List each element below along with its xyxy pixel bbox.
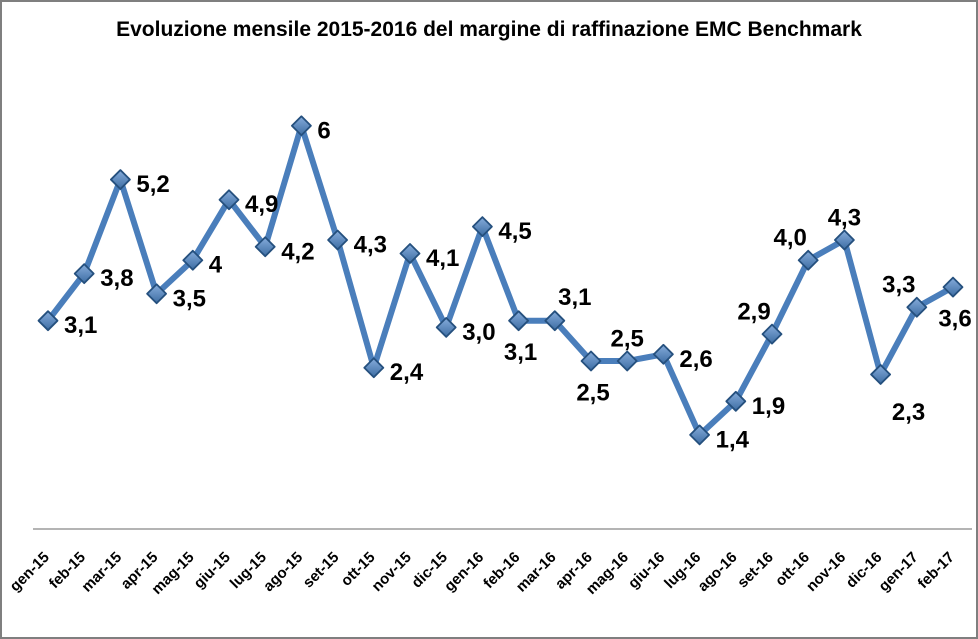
data-point-marker [327,229,348,251]
data-point-label: 6 [317,117,330,144]
data-point-marker [689,424,710,446]
data-point-marker [182,249,204,271]
data-point-marker [544,310,566,332]
data-point-label: 4,5 [498,218,531,245]
x-axis-tick-label: ago-15 [260,549,306,595]
data-point-marker [906,296,928,318]
data-point-label: 4,1 [426,245,459,272]
x-axis-tick-label: mar-15 [78,549,125,596]
data-point-label: 1,9 [752,393,785,420]
data-point-label: 4 [209,252,223,279]
data-point-label: 3,1 [64,312,97,339]
data-point-label: 5,2 [136,171,169,198]
data-point-marker [399,243,421,264]
data-point-marker [942,276,964,298]
data-point-label: 4,3 [354,232,387,259]
data-point-label: 4,2 [281,238,314,265]
data-point-marker [110,169,131,190]
data-point-label: 2,9 [737,299,770,326]
data-point-label: 2,6 [679,346,712,373]
x-axis-tick-label: mar-16 [513,549,560,596]
data-point-label: 2,3 [892,399,925,426]
x-axis-tick-label: gen-17 [875,549,921,595]
x-axis-tick-label: gen-16 [441,549,487,595]
data-point-marker [870,364,891,385]
data-point-label: 4,0 [774,225,807,252]
data-point-marker [725,390,747,412]
chart-title: Evoluzione mensile 2015-2016 del margine… [116,18,862,41]
data-point-marker [435,317,457,338]
x-axis-tick-label: giu-16 [625,549,668,592]
data-point-marker [146,283,167,305]
data-point-marker [653,343,674,365]
data-point-marker [291,115,312,137]
data-point-marker [472,216,493,237]
data-series [37,115,964,446]
data-point-label: 4,3 [828,205,861,232]
data-point-marker [580,350,602,372]
data-point-marker [73,263,95,285]
x-axis-tick-label: ago-16 [694,549,740,595]
data-point-label: 3,0 [462,319,495,346]
x-axis-tick-label: set-15 [300,549,343,592]
x-axis-tick-label: gen-15 [7,549,53,595]
data-point-marker [363,357,385,379]
data-point-label: 3,1 [504,339,537,366]
data-point-marker [37,310,59,332]
data-point-marker [508,310,529,332]
data-point-label: 3,8 [100,265,133,292]
series-line [45,122,956,438]
data-point-marker [834,229,855,251]
data-point-label: 1,4 [716,426,750,453]
data-point-labels: 3,13,85,23,544,94,264,32,44,13,04,53,13,… [64,117,972,453]
data-point-label: 4,9 [245,191,278,218]
data-point-label: 3,6 [938,306,971,333]
data-point-label: 3,5 [173,285,206,312]
x-axis-labels: gen-15feb-15mar-15apr-15mag-15giu-15lug-… [7,549,958,598]
x-axis-tick-label: feb-17 [915,549,958,592]
data-point-marker [218,189,240,211]
data-point-marker [797,249,819,271]
x-axis-tick-label: set-16 [734,549,777,592]
data-point-label: 3,3 [882,272,915,299]
data-point-marker [254,236,276,258]
data-point-label: 2,5 [611,326,644,353]
x-axis-tick-label: nov-16 [803,549,849,595]
data-point-marker [616,350,638,372]
data-point-marker [761,323,783,345]
data-point-label: 2,5 [576,380,609,407]
x-axis-tick-label: giu-15 [191,549,234,592]
x-axis-tick-label: nov-15 [369,549,415,595]
data-point-label: 3,1 [558,284,591,311]
data-point-label: 2,4 [390,359,424,386]
